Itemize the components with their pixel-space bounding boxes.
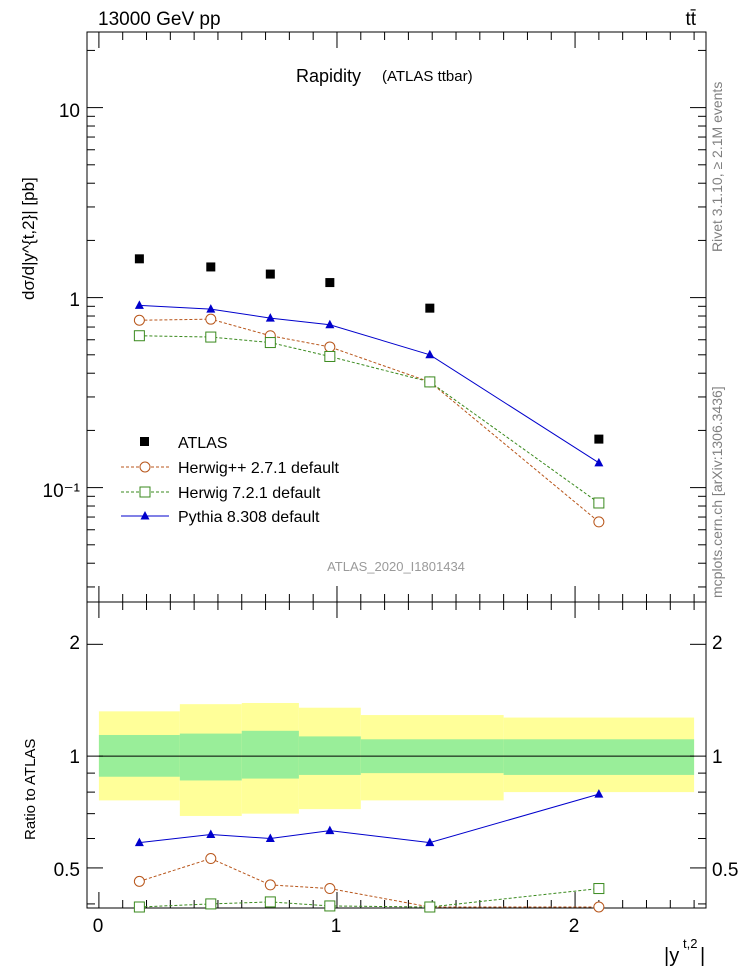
ratio-point-herwig-7-2-1-default-1 (205, 898, 217, 910)
analysis-watermark: ATLAS_2020_I1801434 (327, 559, 465, 574)
ratio-point-pythia-8-308-default-2 (265, 833, 275, 843)
legend-label-atlas: ATLAS (178, 435, 228, 452)
x-tick-label-0: 0 (93, 916, 104, 937)
main-y-tick-label-1: 1 (69, 290, 80, 311)
ratio-point-pythia-8-308-default-0 (134, 837, 144, 847)
ratio-point-herwig-7-2-1-default-2 (264, 896, 276, 908)
ratio-band-green-1 (179, 733, 242, 781)
main-point-pythia-8-308-default-4 (425, 349, 435, 359)
legend-marker-atlas (140, 437, 149, 446)
main-point-pythia-8-308-default-2 (265, 313, 275, 322)
main-line-pythia-8-308-default (139, 304, 600, 464)
ratio-y-tick-label-2-left: 2 (69, 633, 80, 654)
x-axis-label-superscript: t,2 (683, 936, 697, 951)
ratio-y-axis-label: Ratio to ATLAS (22, 739, 39, 840)
ratio-band-green-2 (241, 730, 299, 779)
ratio-point-herwig-2-7-1-default-1 (205, 853, 217, 865)
main-point-herwig-7-2-1-default-2 (264, 337, 276, 349)
ratio-y-tick-label-0.5-left: 0.5 (54, 860, 80, 881)
main-y-axis-label: dσ/d|y^{t,2}| [pb] (19, 177, 38, 300)
main-point-herwig-2-7-1-default-0 (133, 314, 145, 326)
legend-item-herwig7: Herwig 7.2.1 default (121, 485, 321, 502)
ratio-band-green-5 (503, 739, 695, 775)
main-point-herwig-2-7-1-default-1 (205, 313, 217, 325)
main-point-atlas-3 (325, 278, 335, 288)
legend-label-herwig7: Herwig 7.2.1 default (178, 485, 321, 502)
energy-label: 13000 GeV pp (98, 9, 221, 30)
main-point-atlas-1 (206, 262, 216, 272)
ratio-plot-frame (86, 601, 707, 909)
main-point-herwig-7-2-1-default-3 (324, 350, 336, 362)
ratio-point-herwig-2-7-1-default-0 (133, 875, 145, 887)
ratio-point-pythia-8-308-default-3 (325, 825, 335, 835)
legend-item-pythia: Pythia 8.308 default (121, 509, 320, 526)
ratio-series-layer (133, 789, 605, 913)
main-point-herwig-7-2-1-default-5 (593, 497, 605, 509)
ratio-line-herwig-7-2-1-default (139, 888, 599, 908)
plot-title: Rapidity (296, 66, 361, 86)
ratio-point-pythia-8-308-default-4 (425, 837, 435, 847)
ratio-y-tick-label-0.5-right: 0.5 (712, 860, 738, 881)
ratio-point-pythia-8-308-default-1 (206, 829, 216, 839)
process-label: tt̄ (685, 9, 696, 30)
main-y-tick-label-0.1: 10⁻¹ (43, 481, 81, 502)
x-axis-label: |y t,2 | (664, 936, 705, 967)
legend: ATLAS Herwig++ 2.7.1 default Herwig 7.2.… (121, 435, 340, 526)
main-point-atlas-0 (134, 254, 144, 264)
main-line-herwig-2-7-1-default (139, 318, 600, 523)
main-line-herwig-7-2-1-default (139, 335, 600, 504)
mcplots-source-label: mcplots.cern.ch [arXiv:1306.3436] (709, 386, 725, 598)
ratio-point-herwig-7-2-1-default-4 (424, 901, 436, 913)
ratio-point-herwig-2-7-1-default-5 (593, 901, 605, 913)
main-point-atlas-5 (594, 434, 604, 444)
ratio-point-herwig-7-2-1-default-0 (133, 901, 145, 913)
ratio-y-tick-label-2-right: 2 (712, 633, 723, 654)
main-point-herwig-7-2-1-default-4 (424, 376, 436, 388)
ratio-line-pythia-8-308-default (139, 793, 600, 844)
plot-subtitle: (ATLAS ttbar) (382, 68, 473, 85)
main-series-layer (133, 254, 605, 528)
x-axis-label-end: | (700, 945, 705, 967)
legend-marker-herwig7 (139, 486, 151, 498)
legend-marker-pythia (140, 511, 150, 520)
ratio-point-herwig-7-2-1-default-5 (593, 883, 605, 895)
main-point-herwig-2-7-1-default-3 (324, 341, 336, 353)
ratio-point-pythia-8-308-default-5 (594, 789, 604, 798)
rivet-version-label: Rivet 3.1.10, ≥ 2.1M events (709, 82, 725, 252)
legend-item-atlas: ATLAS (140, 435, 228, 452)
x-axis-label-base: |y (664, 945, 679, 967)
main-point-pythia-8-308-default-0 (134, 300, 144, 309)
ratio-y-tick-label-1-left: 1 (69, 747, 80, 768)
x-tick-label-1: 1 (331, 916, 342, 937)
ratio-y-tick-label-1-right: 1 (712, 747, 723, 768)
legend-item-herwigpp: Herwig++ 2.7.1 default (121, 460, 340, 477)
main-point-pythia-8-308-default-1 (206, 304, 216, 313)
legend-label-pythia: Pythia 8.308 default (178, 509, 320, 526)
ratio-uncertainty-bands (98, 703, 695, 816)
main-point-pythia-8-308-default-5 (594, 457, 604, 467)
legend-marker-herwigpp (139, 461, 151, 473)
ratio-point-herwig-2-7-1-default-3 (324, 883, 336, 895)
main-point-atlas-4 (425, 303, 435, 313)
main-point-herwig-7-2-1-default-1 (205, 331, 217, 343)
main-point-pythia-8-308-default-3 (325, 319, 335, 329)
main-y-tick-label-10: 10 (59, 101, 80, 122)
ratio-point-herwig-7-2-1-default-3 (324, 900, 336, 912)
main-point-herwig-2-7-1-default-5 (593, 516, 605, 528)
legend-label-herwigpp: Herwig++ 2.7.1 default (178, 460, 340, 477)
main-point-herwig-7-2-1-default-0 (133, 330, 145, 342)
ratio-point-herwig-2-7-1-default-2 (264, 879, 276, 891)
x-tick-label-2: 2 (569, 916, 580, 937)
main-point-atlas-2 (265, 269, 275, 279)
axis-ticks (87, 32, 706, 908)
ratio-line-herwig-2-7-1-default (139, 857, 599, 908)
